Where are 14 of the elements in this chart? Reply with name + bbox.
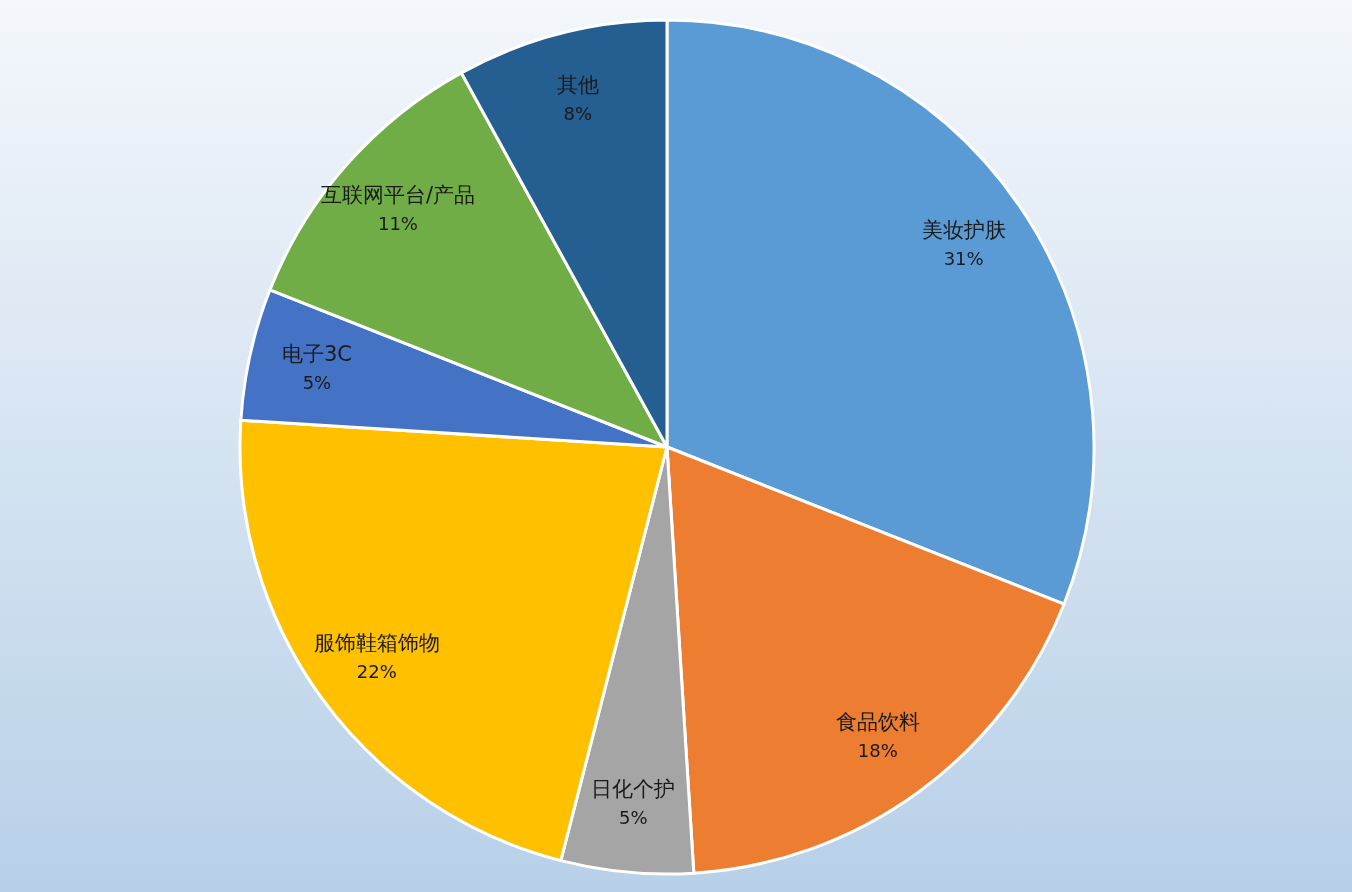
- slice-label: 食品饮料: [835, 710, 920, 735]
- data-label: 5%: [302, 371, 332, 393]
- slice-label: 电子3C: [281, 341, 352, 366]
- data-label: 5%: [618, 807, 648, 829]
- slice-label: 美妆护肤: [921, 218, 1006, 243]
- slice-label: 互联网平台/产品: [320, 182, 475, 207]
- slice-label: 服饰鞋箱饰物: [313, 630, 440, 655]
- slice-label: 日化个护: [591, 777, 676, 802]
- data-label: 8%: [563, 102, 593, 124]
- data-label: 11%: [377, 212, 418, 234]
- data-label: 31%: [943, 248, 984, 270]
- data-label: 22%: [356, 660, 397, 682]
- data-label: 18%: [857, 740, 898, 762]
- slice-label: 其他: [556, 72, 599, 97]
